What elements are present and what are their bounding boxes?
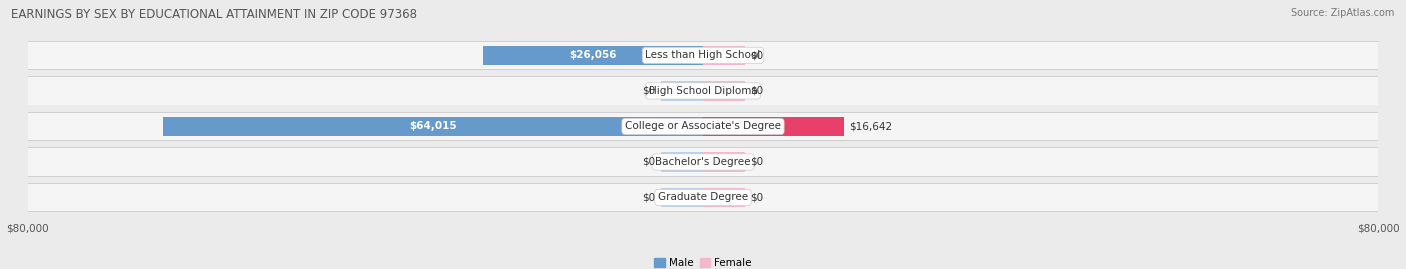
Bar bbox=[28, 147, 1378, 176]
Text: $0: $0 bbox=[643, 193, 655, 203]
Bar bbox=[28, 112, 1378, 141]
Bar bbox=[28, 76, 1378, 105]
Text: $0: $0 bbox=[643, 157, 655, 167]
Text: $0: $0 bbox=[751, 157, 763, 167]
Bar bbox=[163, 117, 703, 136]
Text: $0: $0 bbox=[643, 86, 655, 96]
Text: $16,642: $16,642 bbox=[849, 121, 891, 132]
Bar bbox=[28, 41, 1378, 69]
Bar bbox=[661, 152, 703, 172]
Text: $0: $0 bbox=[751, 50, 763, 60]
Text: Less than High School: Less than High School bbox=[645, 50, 761, 60]
Bar bbox=[28, 183, 1378, 212]
Text: Source: ZipAtlas.com: Source: ZipAtlas.com bbox=[1291, 8, 1395, 18]
Bar bbox=[703, 46, 745, 65]
Bar bbox=[661, 81, 703, 101]
Bar bbox=[703, 188, 745, 207]
Text: $0: $0 bbox=[751, 86, 763, 96]
Text: $0: $0 bbox=[751, 193, 763, 203]
Bar bbox=[28, 77, 1378, 105]
Bar bbox=[28, 184, 1378, 211]
Bar bbox=[28, 112, 1378, 140]
Text: Bachelor's Degree: Bachelor's Degree bbox=[655, 157, 751, 167]
Text: EARNINGS BY SEX BY EDUCATIONAL ATTAINMENT IN ZIP CODE 97368: EARNINGS BY SEX BY EDUCATIONAL ATTAINMEN… bbox=[11, 8, 418, 21]
Bar bbox=[28, 41, 1378, 70]
Legend: Male, Female: Male, Female bbox=[654, 258, 752, 268]
Bar bbox=[703, 152, 745, 172]
Text: $26,056: $26,056 bbox=[569, 50, 617, 60]
Bar bbox=[484, 46, 703, 65]
Bar bbox=[703, 81, 745, 101]
Bar bbox=[28, 148, 1378, 176]
Text: Graduate Degree: Graduate Degree bbox=[658, 193, 748, 203]
Text: $64,015: $64,015 bbox=[409, 121, 457, 132]
Text: High School Diploma: High School Diploma bbox=[648, 86, 758, 96]
Bar bbox=[703, 117, 844, 136]
Text: College or Associate's Degree: College or Associate's Degree bbox=[626, 121, 780, 132]
Bar bbox=[661, 188, 703, 207]
